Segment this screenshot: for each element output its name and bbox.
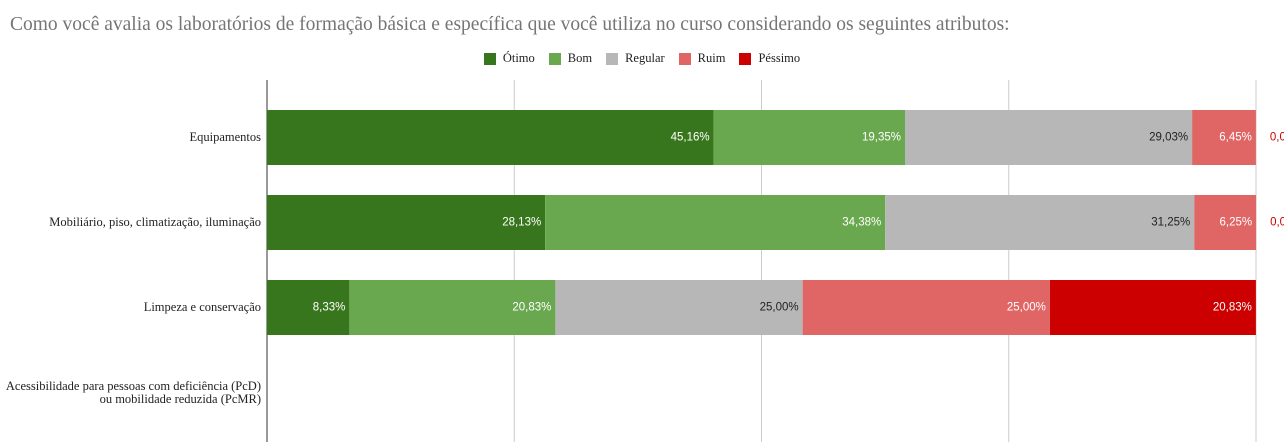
- legend-item: Bom: [548, 51, 593, 66]
- data-label: 6,25%: [1219, 217, 1252, 229]
- legend-swatch: [548, 52, 561, 65]
- data-label: 29,03%: [1149, 132, 1188, 144]
- data-label: 20,83%: [512, 302, 551, 314]
- bar-segment: [1192, 110, 1256, 165]
- bar-segment: [713, 110, 906, 165]
- bar-segment: [555, 280, 803, 335]
- category-label: Mobiliário, piso, climatização, iluminaç…: [49, 215, 261, 229]
- data-label: 25,00%: [760, 302, 799, 314]
- data-label: 6,45%: [1219, 132, 1252, 144]
- data-label: 25,00%: [1007, 302, 1046, 314]
- data-label: 8,33%: [313, 302, 346, 314]
- legend-label: Bom: [567, 51, 593, 65]
- bar-segment: [349, 280, 556, 335]
- legend-item: Péssimo: [739, 51, 800, 66]
- legend-item: Regular: [606, 51, 665, 66]
- legend: Ótimo Bom Regular Ruim Péssimo: [0, 51, 1284, 66]
- legend-label: Ruim: [697, 51, 726, 65]
- bar-segment: [885, 195, 1195, 250]
- bar-segment: [1194, 195, 1257, 250]
- data-label: 31,25%: [1151, 217, 1190, 229]
- legend-label: Péssimo: [758, 51, 801, 65]
- legend-label: Regular: [625, 51, 665, 65]
- bar-segment: [1049, 280, 1256, 335]
- legend-item: Ótimo: [483, 51, 535, 66]
- category-label: Acessibilidade para pessoas com deficiên…: [5, 378, 261, 406]
- legend-swatch: [606, 52, 619, 65]
- legend-label: Ótimo: [502, 51, 535, 65]
- data-label: 20,83%: [1213, 302, 1252, 314]
- bar-segment: [267, 280, 350, 335]
- category-label: Limpeza e conservação: [143, 300, 261, 314]
- bar-segment: [905, 110, 1193, 165]
- legend-swatch: [483, 52, 496, 65]
- data-label: 19,35%: [862, 132, 901, 144]
- data-label: 45,16%: [671, 132, 710, 144]
- bar-segment: [267, 110, 714, 165]
- data-label: 34,38%: [842, 217, 881, 229]
- data-label: 28,13%: [502, 217, 541, 229]
- bar-segment: [545, 195, 886, 250]
- data-label: 0,00%: [1270, 217, 1284, 229]
- bar-segment: [267, 195, 546, 250]
- legend-swatch: [678, 52, 691, 65]
- legend-item: Ruim: [678, 51, 726, 66]
- chart-title: Como você avalia os laboratórios de form…: [10, 14, 1010, 35]
- data-label: 0,00%: [1270, 132, 1284, 144]
- legend-swatch: [739, 52, 752, 65]
- bar-segment: [802, 280, 1050, 335]
- category-label: Equipamentos: [189, 130, 261, 144]
